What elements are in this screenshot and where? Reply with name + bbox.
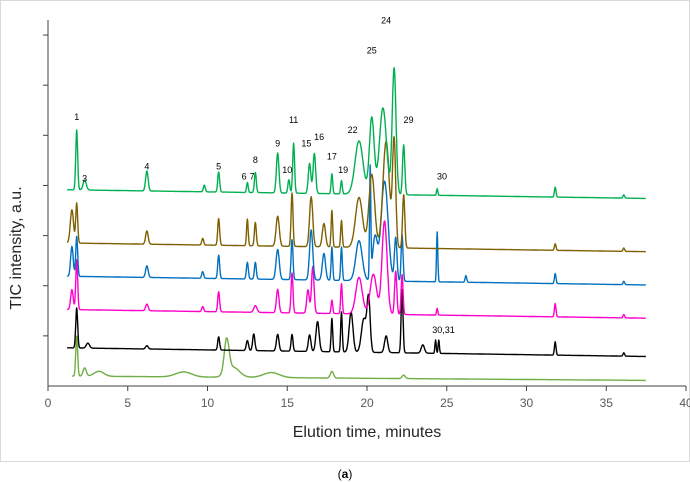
x-tick-label: 10 [201, 396, 215, 410]
panel-label-open: ( [338, 467, 342, 481]
peak-label: 29 [403, 115, 413, 125]
series-line [66, 220, 647, 319]
series-line [66, 288, 647, 358]
peak-label: 6 [242, 172, 247, 182]
y-axis-title: TIC intensity, a.u. [8, 186, 25, 309]
peak-label: 25 [367, 45, 377, 55]
peak-label: 5 [216, 162, 221, 172]
peak-label: 7 [250, 172, 255, 182]
panel-label-letter: a [342, 467, 349, 481]
peak-label: 24 [381, 15, 391, 25]
peak-label: 9 [275, 138, 280, 148]
peak-label: 30,31 [432, 325, 455, 335]
peak-label: 10 [282, 165, 292, 175]
peak-label: 17 [327, 152, 337, 162]
series-traces [66, 67, 647, 382]
peak-label: 1 [74, 112, 79, 122]
series-line [71, 335, 647, 382]
series-line [66, 164, 647, 286]
peak-label: 8 [253, 155, 258, 165]
panel-label-close: ) [348, 467, 352, 481]
peak-label: 4 [144, 162, 149, 172]
series-line [66, 67, 647, 200]
peak-label: 15 [301, 138, 311, 148]
x-tick-label: 5 [124, 396, 131, 410]
peak-label: 16 [314, 132, 324, 142]
x-tick-label: 0 [45, 396, 52, 410]
x-tick-label: 30 [520, 396, 534, 410]
peak-label: 22 [348, 125, 358, 135]
peak-label: 3 [82, 173, 87, 183]
x-tick-label: 25 [440, 396, 454, 410]
x-tick-label: 35 [600, 396, 614, 410]
panel-label: (a) [338, 467, 353, 481]
y-axis [43, 20, 49, 386]
peak-label: 30 [437, 172, 447, 182]
x-axis-title: Elution time, minutes [293, 424, 442, 441]
peak-label: 11 [289, 115, 298, 125]
peak-label: 19 [338, 165, 348, 175]
x-tick-label: 15 [281, 396, 295, 410]
chart-frame [0, 0, 690, 462]
x-tick-label: 20 [360, 396, 374, 410]
x-axis: 0 5 10 15 20 25 30 35 40 [45, 385, 690, 410]
series-line [66, 136, 647, 253]
x-tick-label: 40 [679, 396, 690, 410]
